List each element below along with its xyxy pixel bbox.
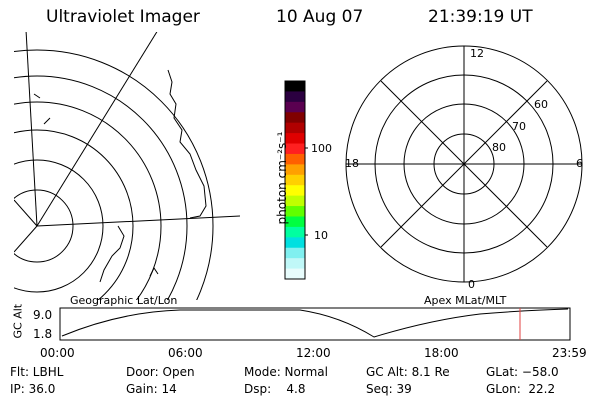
polar-plot xyxy=(345,45,583,283)
orbit-ymin: 1.8 xyxy=(33,327,53,341)
orbit-xtick-0000: 00:00 xyxy=(40,346,75,360)
colorbar-swatch xyxy=(285,258,305,270)
orbit-plot xyxy=(59,307,571,341)
altitude-curve xyxy=(61,308,569,338)
status-glon: GLon: 22.2 xyxy=(486,382,556,396)
status-seq: Seq: 39 xyxy=(366,382,412,396)
orbit-ylabel: GC Alt xyxy=(11,303,25,339)
lat-circle xyxy=(14,49,214,300)
status-door: Door: Open xyxy=(126,365,195,379)
colorbar-swatch xyxy=(285,101,305,113)
coastline xyxy=(33,69,207,283)
orbit-plot-frame xyxy=(59,307,571,341)
status-mode: Mode: Normal xyxy=(244,365,328,379)
colorbar-swatch xyxy=(285,153,305,165)
colorbar-swatch xyxy=(285,216,305,228)
colorbar-swatch xyxy=(285,112,305,124)
orbit-xtick-2359: 23:59 xyxy=(552,346,587,360)
colorbar-tick-10: 10 xyxy=(314,229,328,242)
apex-label: Apex MLat/MLT xyxy=(424,294,507,307)
status-gc-alt: GC Alt: 8.1 Re xyxy=(366,365,450,379)
meridian xyxy=(14,225,38,253)
lat-circle xyxy=(14,189,74,263)
orbit-ymax: 9.0 xyxy=(33,308,53,322)
status-glat: GLat: −58.0 xyxy=(486,365,559,379)
lat-label-60: 60 xyxy=(534,98,548,111)
meridian xyxy=(14,199,38,227)
mlt-label-18: 18 xyxy=(345,157,359,170)
lat-label-70: 70 xyxy=(512,120,526,133)
colorbar-swatch xyxy=(285,206,305,217)
orbit-xtick-0600: 06:00 xyxy=(168,346,203,360)
colorbar-swatch xyxy=(285,164,305,176)
geographic-label: Geographic Lat/Lon xyxy=(70,294,178,307)
colorbar-swatch xyxy=(285,268,305,280)
mlt-diag xyxy=(380,80,548,248)
status-ip: IP: 36.0 xyxy=(10,382,56,396)
lat-label-80: 80 xyxy=(492,141,506,154)
lat-circle xyxy=(14,129,134,300)
lat-circle xyxy=(14,75,188,300)
colorbar-swatch xyxy=(285,195,305,207)
colorbar-swatch xyxy=(285,81,305,92)
geographic-map xyxy=(14,32,240,300)
colorbar-swatch xyxy=(285,122,305,134)
mlt-label-6: 6 xyxy=(576,157,583,170)
date-label: 10 Aug 07 xyxy=(276,7,364,27)
orbit-xtick-1200: 12:00 xyxy=(296,346,331,360)
colorbar-swatch xyxy=(285,237,305,249)
status-filter: Flt: LBHL xyxy=(10,365,64,379)
meridian xyxy=(36,215,240,227)
meridian xyxy=(36,32,158,227)
time-label: 21:39:19 UT xyxy=(428,7,533,27)
instrument-title: Ultraviolet Imager xyxy=(46,7,200,27)
mlt-label-12: 12 xyxy=(470,47,484,60)
colorbar-swatch xyxy=(285,133,305,145)
colorbar xyxy=(284,80,308,280)
colorbar-swatch xyxy=(285,91,305,103)
orbit-xtick-1800: 18:00 xyxy=(424,346,459,360)
colorbar-swatch xyxy=(285,185,305,197)
colorbar-tick-100: 100 xyxy=(311,142,332,155)
meridian xyxy=(25,32,38,227)
lat-circle xyxy=(14,101,162,300)
colorbar-unit-label: photon cm⁻²s⁻¹ xyxy=(275,131,289,225)
status-dsp: Dsp: 4.8 xyxy=(244,382,306,396)
status-gain: Gain: 14 xyxy=(126,382,177,396)
mlt-label-0: 0 xyxy=(468,278,475,291)
colorbar-swatch xyxy=(285,247,305,259)
lat-circle xyxy=(14,159,104,293)
colorbar-swatch xyxy=(285,226,305,238)
colorbar-swatch xyxy=(285,174,305,186)
colorbar-swatch xyxy=(285,143,305,155)
